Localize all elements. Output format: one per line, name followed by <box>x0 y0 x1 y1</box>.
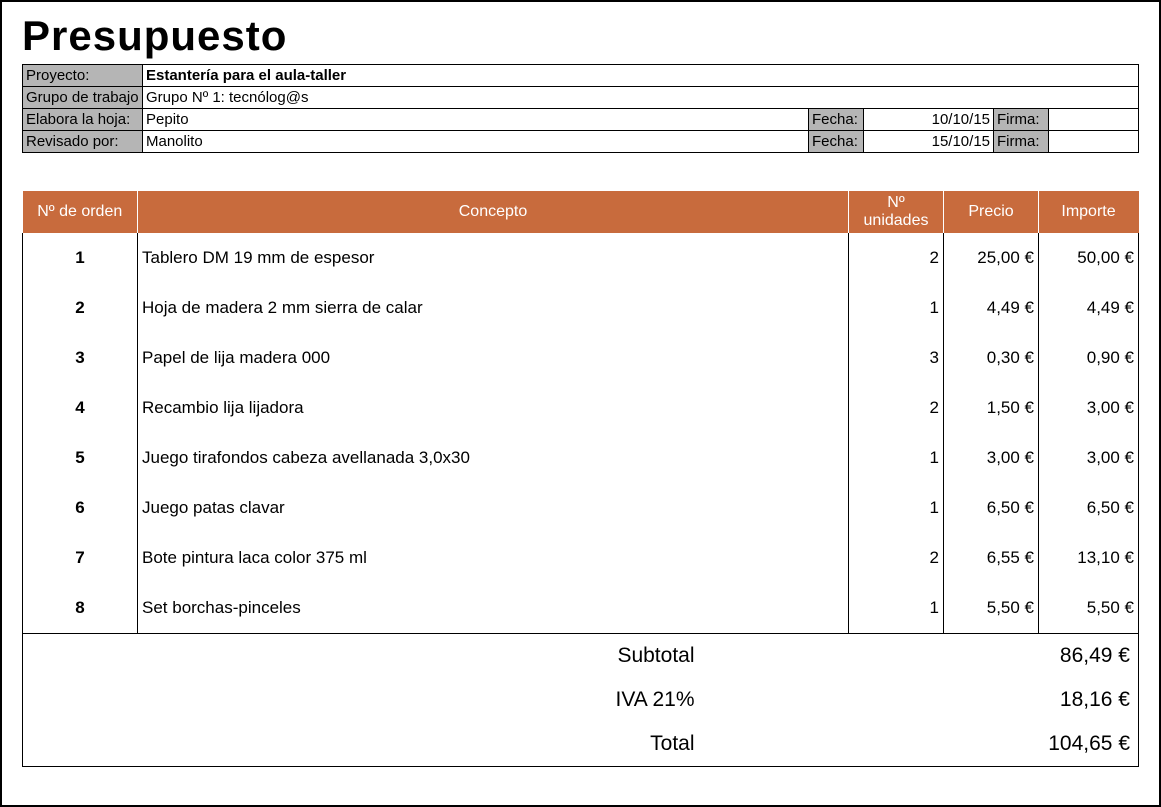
cell-importe: 4,49 € <box>1039 283 1139 333</box>
value-elabora-fecha: 10/10/15 <box>864 109 994 131</box>
total-label: Total <box>23 722 703 767</box>
cell-unidades: 1 <box>849 583 944 633</box>
subtotal-spacer <box>703 634 1029 678</box>
items-header-row: Nº de orden Concepto Nº unidades Precio … <box>23 191 1139 233</box>
cell-importe: 0,90 € <box>1039 333 1139 383</box>
cell-precio: 6,55 € <box>944 533 1039 583</box>
iva-spacer <box>703 678 1029 722</box>
header-row-grupo: Grupo de trabajo Grupo Nº 1: tecnólog@s <box>23 87 1139 109</box>
label-elabora-firma: Firma: <box>994 109 1049 131</box>
col-header-unidades: Nº unidades <box>849 191 944 233</box>
table-row: 7Bote pintura laca color 375 ml26,55 €13… <box>23 533 1139 583</box>
cell-precio: 5,50 € <box>944 583 1039 633</box>
label-revisado-fecha: Fecha: <box>809 131 864 153</box>
header-row-elabora: Elabora la hoja: Pepito Fecha: 10/10/15 … <box>23 109 1139 131</box>
iva-value: 18,16 € <box>1029 678 1139 722</box>
label-revisado-firma: Firma: <box>994 131 1049 153</box>
header-table: Proyecto: Estantería para el aula-taller… <box>22 64 1139 153</box>
value-grupo: Grupo Nº 1: tecnólog@s <box>143 87 1139 109</box>
label-revisado: Revisado por: <box>23 131 143 153</box>
cell-importe: 13,10 € <box>1039 533 1139 583</box>
cell-unidades: 1 <box>849 433 944 483</box>
cell-unidades: 1 <box>849 283 944 333</box>
cell-concepto: Recambio lija lijadora <box>138 383 849 433</box>
totals-table: Subtotal 86,49 € IVA 21% 18,16 € Total 1… <box>22 634 1139 767</box>
value-revisado-nombre: Manolito <box>143 131 809 153</box>
cell-importe: 5,50 € <box>1039 583 1139 633</box>
total-row: Total 104,65 € <box>23 722 1139 767</box>
subtotal-label: Subtotal <box>23 634 703 678</box>
cell-precio: 6,50 € <box>944 483 1039 533</box>
table-row: 6Juego patas clavar16,50 €6,50 € <box>23 483 1139 533</box>
cell-orden: 3 <box>23 333 138 383</box>
cell-orden: 1 <box>23 233 138 283</box>
iva-row: IVA 21% 18,16 € <box>23 678 1139 722</box>
table-row: 8Set borchas-pinceles15,50 €5,50 € <box>23 583 1139 633</box>
cell-unidades: 3 <box>849 333 944 383</box>
cell-precio: 1,50 € <box>944 383 1039 433</box>
cell-unidades: 2 <box>849 533 944 583</box>
cell-orden: 5 <box>23 433 138 483</box>
cell-orden: 2 <box>23 283 138 333</box>
header-row-revisado: Revisado por: Manolito Fecha: 15/10/15 F… <box>23 131 1139 153</box>
cell-concepto: Bote pintura laca color 375 ml <box>138 533 849 583</box>
table-row: 4Recambio lija lijadora21,50 €3,00 € <box>23 383 1139 433</box>
budget-page: Presupuesto Proyecto: Estantería para el… <box>0 0 1161 807</box>
cell-unidades: 2 <box>849 383 944 433</box>
page-title: Presupuesto <box>22 12 1139 60</box>
cell-unidades: 2 <box>849 233 944 283</box>
table-row: 2Hoja de madera 2 mm sierra de calar14,4… <box>23 283 1139 333</box>
cell-importe: 3,00 € <box>1039 433 1139 483</box>
cell-importe: 6,50 € <box>1039 483 1139 533</box>
cell-precio: 0,30 € <box>944 333 1039 383</box>
iva-label: IVA 21% <box>23 678 703 722</box>
cell-importe: 3,00 € <box>1039 383 1139 433</box>
col-header-concepto: Concepto <box>138 191 849 233</box>
subtotal-value: 86,49 € <box>1029 634 1139 678</box>
col-header-orden: Nº de orden <box>23 191 138 233</box>
value-elabora-firma <box>1049 109 1139 131</box>
label-elabora: Elabora la hoja: <box>23 109 143 131</box>
cell-precio: 4,49 € <box>944 283 1039 333</box>
value-proyecto: Estantería para el aula-taller <box>143 65 1139 87</box>
label-grupo: Grupo de trabajo <box>23 87 143 109</box>
cell-precio: 25,00 € <box>944 233 1039 283</box>
cell-unidades: 1 <box>849 483 944 533</box>
col-header-precio: Precio <box>944 191 1039 233</box>
label-elabora-fecha: Fecha: <box>809 109 864 131</box>
cell-concepto: Juego patas clavar <box>138 483 849 533</box>
cell-concepto: Papel de lija madera 000 <box>138 333 849 383</box>
header-row-proyecto: Proyecto: Estantería para el aula-taller <box>23 65 1139 87</box>
items-table: Nº de orden Concepto Nº unidades Precio … <box>22 191 1139 634</box>
table-row: 5Juego tirafondos cabeza avellanada 3,0x… <box>23 433 1139 483</box>
table-row: 3Papel de lija madera 00030,30 €0,90 € <box>23 333 1139 383</box>
cell-concepto: Juego tirafondos cabeza avellanada 3,0x3… <box>138 433 849 483</box>
cell-orden: 8 <box>23 583 138 633</box>
cell-concepto: Tablero DM 19 mm de espesor <box>138 233 849 283</box>
subtotal-row: Subtotal 86,49 € <box>23 634 1139 678</box>
col-header-importe: Importe <box>1039 191 1139 233</box>
cell-concepto: Hoja de madera 2 mm sierra de calar <box>138 283 849 333</box>
cell-orden: 6 <box>23 483 138 533</box>
table-row: 1Tablero DM 19 mm de espesor225,00 €50,0… <box>23 233 1139 283</box>
total-spacer <box>703 722 1029 767</box>
total-value: 104,65 € <box>1029 722 1139 767</box>
label-proyecto: Proyecto: <box>23 65 143 87</box>
cell-concepto: Set borchas-pinceles <box>138 583 849 633</box>
value-elabora-nombre: Pepito <box>143 109 809 131</box>
value-revisado-fecha: 15/10/15 <box>864 131 994 153</box>
cell-orden: 7 <box>23 533 138 583</box>
cell-orden: 4 <box>23 383 138 433</box>
value-revisado-firma <box>1049 131 1139 153</box>
cell-precio: 3,00 € <box>944 433 1039 483</box>
cell-importe: 50,00 € <box>1039 233 1139 283</box>
